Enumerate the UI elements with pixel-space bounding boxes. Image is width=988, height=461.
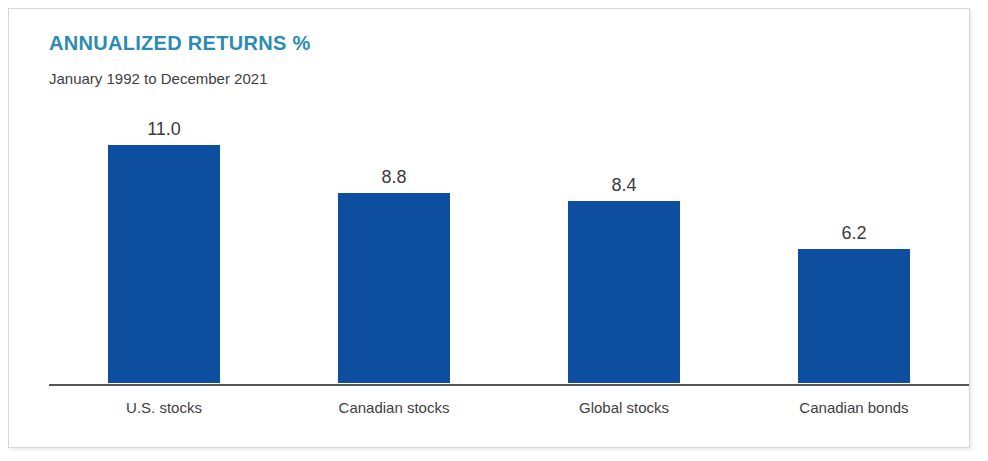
chart-card: ANNUALIZED RETURNS % January 1992 to Dec… [8,8,970,448]
bar-column-canadian-bonds: 6.2 [739,223,969,383]
x-axis-line [49,384,969,386]
category-label-u-s-stocks: U.S. stocks [49,399,279,416]
category-label-canadian-bonds: Canadian bonds [739,399,969,416]
bar-value-label-u-s-stocks: 11.0 [147,119,181,139]
bar-global-stocks [568,201,680,383]
bar-u-s-stocks [108,145,220,383]
bar-column-global-stocks: 8.4 [509,175,739,383]
bar-value-label-global-stocks: 8.4 [611,175,636,195]
bar-canadian-bonds [798,249,910,383]
category-label-canadian-stocks: Canadian stocks [279,399,509,416]
category-label-global-stocks: Global stocks [509,399,739,416]
bar-column-canadian-stocks: 8.8 [279,167,509,383]
bar-value-label-canadian-stocks: 8.8 [381,167,406,187]
bar-column-u-s-stocks: 11.0 [49,119,279,383]
bar-chart-plot-area: 11.0 8.8 8.4 6.2 [49,109,969,383]
chart-subtitle: January 1992 to December 2021 [49,70,267,87]
bar-canadian-stocks [338,193,450,383]
bar-value-label-canadian-bonds: 6.2 [841,223,866,243]
chart-title: ANNUALIZED RETURNS % [49,32,311,55]
x-axis-category-labels: U.S. stocksCanadian stocksGlobal stocksC… [49,399,969,416]
